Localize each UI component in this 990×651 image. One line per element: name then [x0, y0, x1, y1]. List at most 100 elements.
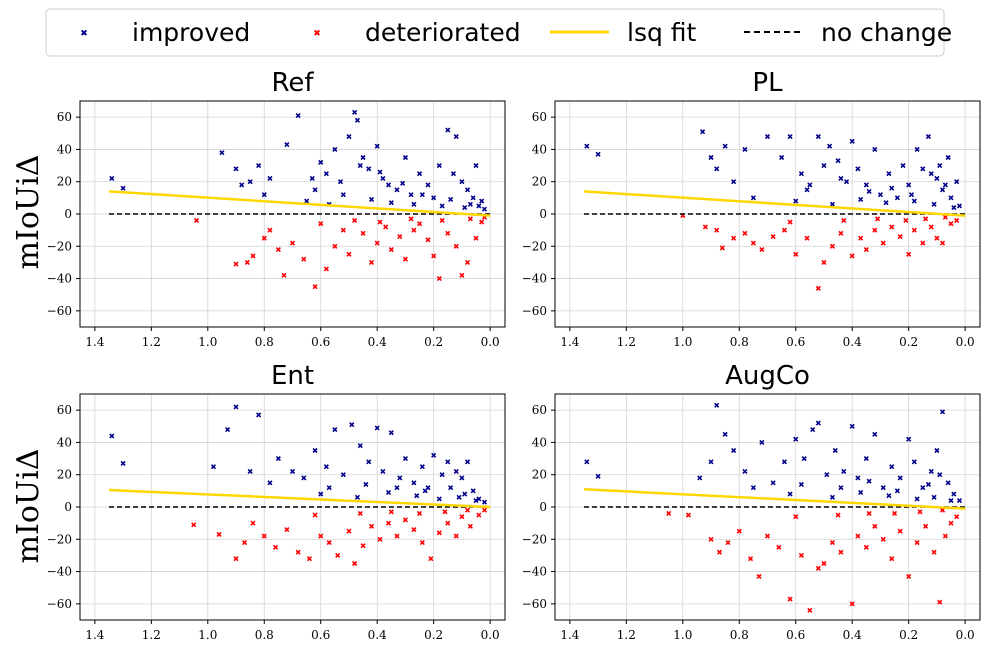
- point-deteriorated: [289, 240, 296, 246]
- panels: Ref 1.4 1.2 1.0 0.8 0.6 0.4 0.2 0.0 −60 −40 −20 0 20 4…: [47, 68, 981, 642]
- point-deteriorated: [702, 224, 708, 230]
- point-deteriorated: [750, 240, 756, 246]
- point-improved: [939, 409, 946, 415]
- x-tick-label: 0.0: [481, 628, 500, 642]
- point-deteriorated: [368, 523, 375, 529]
- point-improved: [880, 485, 886, 491]
- point-improved: [886, 171, 892, 177]
- point-deteriorated: [436, 276, 442, 282]
- point-improved: [462, 491, 468, 497]
- point-deteriorated: [889, 224, 895, 230]
- point-deteriorated: [954, 514, 960, 520]
- point-deteriorated: [948, 520, 954, 526]
- point-improved: [911, 459, 917, 465]
- point-deteriorated: [747, 556, 754, 562]
- point-improved: [289, 468, 296, 475]
- point-deteriorated: [402, 517, 408, 523]
- point-deteriorated: [388, 246, 394, 253]
- point-deteriorated: [872, 227, 878, 233]
- point-deteriorated: [241, 539, 248, 546]
- point-deteriorated: [416, 510, 423, 517]
- y-tick-label: 60: [532, 403, 547, 417]
- point-deteriorated: [377, 536, 383, 542]
- point-improved: [120, 460, 126, 466]
- point-improved: [849, 138, 855, 144]
- x-tick-label: 1.2: [142, 628, 161, 642]
- point-improved: [731, 447, 737, 454]
- point-deteriorated: [770, 234, 776, 240]
- point-deteriorated: [829, 539, 835, 546]
- point-deteriorated: [436, 530, 442, 536]
- point-improved: [951, 204, 957, 211]
- point-deteriorated: [889, 556, 895, 562]
- point-improved: [948, 195, 954, 201]
- point-improved: [798, 171, 804, 177]
- point-deteriorated: [742, 230, 748, 236]
- point-improved: [928, 468, 934, 475]
- point-deteriorated: [776, 544, 782, 550]
- y-tick-label: −20: [47, 532, 72, 546]
- point-improved: [798, 481, 804, 487]
- point-improved: [897, 475, 903, 481]
- point-improved: [770, 480, 776, 486]
- point-deteriorated: [318, 533, 324, 539]
- point-improved: [352, 109, 358, 115]
- point-deteriorated: [374, 240, 380, 246]
- point-improved: [481, 206, 488, 212]
- point-improved: [906, 436, 912, 442]
- point-improved: [863, 456, 869, 462]
- axes-frame: [79, 100, 506, 328]
- point-deteriorated: [948, 221, 954, 227]
- x-tick-label: 1.0: [673, 628, 692, 642]
- point-improved: [866, 188, 872, 194]
- y-tick-label: 0: [64, 500, 72, 514]
- point-improved: [595, 151, 601, 157]
- y-tick-label: −60: [47, 304, 72, 318]
- point-improved: [368, 196, 375, 203]
- point-deteriorated: [411, 527, 417, 533]
- point-improved: [340, 472, 346, 478]
- point-improved: [312, 447, 318, 454]
- point-improved: [340, 192, 346, 198]
- point-deteriorated: [416, 221, 423, 227]
- point-deteriorated: [923, 523, 929, 529]
- x-tick-label: 1.2: [617, 628, 636, 642]
- point-improved: [304, 198, 310, 204]
- panel-ref: Ref 1.4 1.2 1.0 0.8 0.6 0.4 0.2 0.0 −60 −40 −20 0 20 4…: [47, 68, 506, 349]
- point-improved: [385, 182, 392, 188]
- point-improved: [453, 133, 459, 140]
- y-tick-label: −60: [522, 304, 547, 318]
- y-tick-label: −60: [522, 597, 547, 611]
- y-tick-label: 0: [539, 500, 547, 514]
- point-improved: [261, 192, 267, 198]
- point-deteriorated: [481, 507, 488, 513]
- point-deteriorated: [719, 245, 725, 251]
- point-deteriorated: [272, 544, 279, 550]
- point-improved: [827, 143, 833, 149]
- y-tick-label: 40: [57, 435, 72, 449]
- point-improved: [284, 142, 290, 148]
- point-deteriorated: [445, 520, 451, 526]
- point-deteriorated: [459, 514, 465, 520]
- panel-ent: Ent 1.4 1.2 1.0 0.8 0.6 0.4 0.2 0.0 −60 −40 −20 0 20 4…: [47, 361, 506, 642]
- point-deteriorated: [360, 543, 366, 549]
- point-deteriorated: [815, 565, 821, 571]
- point-improved: [247, 179, 253, 185]
- point-deteriorated: [439, 217, 445, 224]
- point-deteriorated: [863, 544, 869, 550]
- point-improved: [937, 472, 943, 478]
- y-tick-label: −20: [47, 239, 72, 253]
- legend-lsq-fit-label: lsq fit: [627, 18, 697, 47]
- point-improved: [481, 499, 488, 505]
- x-tick-label: 0.2: [424, 628, 443, 642]
- point-deteriorated: [934, 235, 940, 241]
- point-deteriorated: [261, 533, 267, 539]
- point-improved: [233, 404, 239, 410]
- y-tick-label: −20: [522, 239, 547, 253]
- x-tick-label: 1.0: [198, 628, 217, 642]
- point-deteriorated: [793, 514, 799, 520]
- point-improved: [708, 154, 714, 161]
- panel-augco: AugCo 1.4 1.2 1.0 0.8 0.6 0.4 0.2 0.0 −60 −40 −20 0 2…: [522, 361, 981, 642]
- point-improved: [470, 488, 476, 494]
- point-improved: [332, 426, 338, 433]
